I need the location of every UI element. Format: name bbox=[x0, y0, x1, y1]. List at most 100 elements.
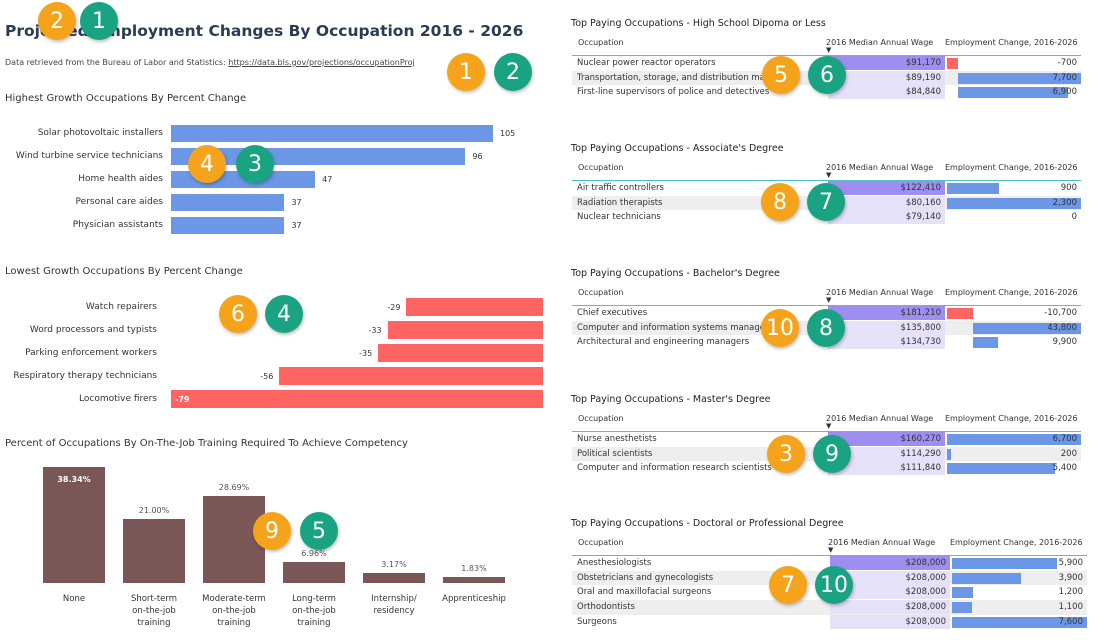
data-label: 1.83% bbox=[461, 564, 487, 574]
category-label-line: None bbox=[62, 594, 86, 604]
column-header-change: Employment Change, 2016-2026 bbox=[945, 288, 1078, 297]
occupation-cell: Oral and maxillofacial surgeons bbox=[577, 587, 712, 598]
change-value: 5,400 bbox=[1052, 463, 1077, 474]
source-note: Data retrieved from the Bureau of Labor … bbox=[5, 58, 415, 67]
change-value: 5,900 bbox=[1058, 558, 1083, 568]
data-label: 28.69% bbox=[218, 483, 250, 493]
category-label-line: Internship/ bbox=[371, 594, 417, 604]
occupation-cell: Obstetricians and gynecologists bbox=[577, 572, 714, 583]
category-label: Short-term on-the-job training bbox=[109, 593, 199, 629]
highest-growth-title: Highest Growth Occupations By Percent Ch… bbox=[5, 93, 247, 104]
orange-number-badge: 3 bbox=[767, 435, 805, 473]
category-label-line: training bbox=[297, 618, 331, 628]
category-label-line: on-the-job bbox=[292, 606, 336, 616]
category-label-line: on-the-job bbox=[132, 606, 176, 616]
bar-label: Watch repairers bbox=[85, 302, 157, 312]
source-link[interactable]: https://data.bls.gov/projections/occupat… bbox=[228, 58, 415, 67]
sort-arrow-icon[interactable]: ▼ bbox=[826, 296, 832, 304]
occupation-cell: Nuclear technicians bbox=[577, 212, 661, 223]
change-bar bbox=[947, 183, 1000, 194]
wage-cell: $208,000 bbox=[830, 614, 950, 629]
orange-number-badge: 1 bbox=[447, 53, 485, 91]
occupation-cell: Orthodontists bbox=[577, 602, 635, 613]
column-header-change: Employment Change, 2016-2026 bbox=[945, 38, 1078, 47]
category-label: None bbox=[29, 593, 119, 605]
change-value: 1,200 bbox=[1058, 587, 1083, 598]
wage-cell: $80,160 bbox=[828, 195, 945, 210]
wage-cell: $160,270 bbox=[828, 432, 945, 446]
bar bbox=[123, 519, 185, 583]
change-value: 6,700 bbox=[1052, 434, 1077, 444]
orange-number-badge: 10 bbox=[761, 309, 799, 347]
occupation-cell: Architectural and engineering managers bbox=[577, 337, 750, 348]
change-value: 200 bbox=[1060, 448, 1077, 459]
sort-arrow-icon[interactable]: ▼ bbox=[826, 46, 832, 54]
column-header-occupation: Occupation bbox=[578, 414, 624, 423]
data-label: 3.17% bbox=[381, 560, 407, 570]
column-header-wage: 2016 Median Annual Wage bbox=[826, 414, 934, 423]
bar bbox=[171, 217, 285, 234]
header-divider bbox=[572, 305, 1081, 306]
data-label: 37 bbox=[291, 198, 302, 207]
sort-arrow-icon[interactable]: ▼ bbox=[826, 171, 832, 179]
column-header-occupation: Occupation bbox=[578, 538, 624, 547]
green-number-badge: 10 bbox=[815, 566, 853, 604]
occupation-cell: Nuclear power reactor operators bbox=[577, 58, 716, 68]
change-bar bbox=[947, 308, 974, 319]
header-divider bbox=[572, 180, 1081, 181]
data-label: 38.34% bbox=[57, 475, 91, 484]
wage-cell: $111,840 bbox=[828, 461, 945, 476]
column-header-occupation: Occupation bbox=[578, 163, 624, 172]
change-value: 7,600 bbox=[1058, 616, 1083, 627]
green-number-badge: 1 bbox=[80, 2, 118, 40]
category-label-line: Short-term bbox=[130, 594, 178, 604]
header-divider bbox=[572, 555, 1087, 556]
change-bar bbox=[947, 434, 1081, 445]
table-title: Top Paying Occupations - Associate's Deg… bbox=[571, 143, 784, 154]
occupation-cell: Radiation therapists bbox=[577, 197, 663, 208]
wage-cell: $89,190 bbox=[828, 70, 945, 85]
bar bbox=[387, 321, 543, 339]
change-value: -10,700 bbox=[1044, 308, 1077, 318]
wage-cell: $84,840 bbox=[828, 85, 945, 100]
category-label-line: training bbox=[217, 618, 251, 628]
change-value: 900 bbox=[1060, 183, 1077, 193]
column-header-change: Employment Change, 2016-2026 bbox=[950, 538, 1083, 547]
change-bar bbox=[947, 448, 951, 460]
wage-cell: $208,000 bbox=[830, 556, 950, 570]
occupation-cell: Nurse anesthetists bbox=[577, 434, 657, 444]
bar-label: Parking enforcement workers bbox=[25, 348, 157, 358]
category-label: Internship/residency bbox=[349, 593, 439, 617]
sort-arrow-icon[interactable]: ▼ bbox=[828, 546, 834, 554]
orange-number-badge: 5 bbox=[762, 56, 800, 94]
data-label: 47 bbox=[322, 175, 333, 184]
bar-label: Locomotive firers bbox=[79, 394, 157, 404]
bar-label: Physician assistants bbox=[72, 220, 163, 230]
bar bbox=[378, 344, 543, 362]
page-title: Projected Employment Changes By Occupati… bbox=[5, 22, 524, 40]
green-number-badge: 6 bbox=[808, 56, 846, 94]
change-bar bbox=[947, 197, 1081, 209]
change-value: 43,800 bbox=[1047, 322, 1077, 333]
column-header-change: Employment Change, 2016-2026 bbox=[945, 163, 1078, 172]
data-label: 6.96% bbox=[301, 548, 327, 558]
bar-label: Respiratory therapy technicians bbox=[13, 371, 157, 381]
orange-number-badge: 7 bbox=[769, 566, 807, 604]
change-bar bbox=[952, 616, 1087, 628]
change-bar bbox=[952, 572, 1022, 584]
wage-cell: $208,000 bbox=[830, 600, 950, 615]
category-label-line: Moderate-term bbox=[202, 594, 266, 604]
bar bbox=[171, 194, 285, 211]
bar bbox=[279, 367, 543, 385]
occupation-cell: Chief executives bbox=[577, 308, 648, 318]
change-value: 1,100 bbox=[1058, 602, 1083, 613]
data-label: -29 bbox=[387, 303, 401, 312]
column-header-occupation: Occupation bbox=[578, 38, 624, 47]
change-value: 6,900 bbox=[1052, 87, 1077, 98]
green-number-badge: 8 bbox=[807, 309, 845, 347]
bar bbox=[283, 561, 345, 583]
change-bar bbox=[952, 602, 972, 614]
sort-arrow-icon[interactable]: ▼ bbox=[826, 422, 832, 430]
change-value: 0 bbox=[1071, 212, 1077, 223]
bar bbox=[171, 390, 543, 408]
